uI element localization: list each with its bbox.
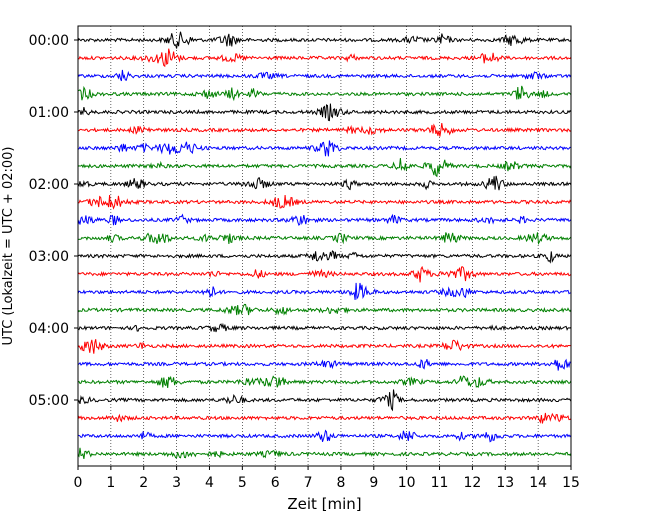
trace-0445	[77, 375, 572, 388]
y-tick-label: 02:00	[29, 177, 69, 193]
trace-0230	[77, 213, 572, 226]
trace-0215	[77, 195, 572, 210]
y-tick-label: 01:00	[29, 105, 69, 121]
trace-0400	[77, 322, 572, 333]
trace-0245	[77, 232, 572, 245]
x-tick-label: 10	[398, 475, 416, 491]
trace-0145	[77, 157, 572, 178]
trace-0130	[77, 140, 572, 157]
x-tick-label: 12	[463, 475, 481, 491]
x-tick-label: 7	[304, 475, 313, 491]
x-tick-label: 4	[205, 475, 214, 491]
y-axis-ticks: 00:00 01:00 02:00 03:00 04:00 05:00	[29, 33, 78, 409]
trace-0345	[77, 303, 572, 316]
x-tick-label: 15	[562, 475, 580, 491]
trace-0545	[77, 447, 572, 459]
trace-0415	[77, 339, 571, 354]
trace-0200	[77, 175, 572, 191]
x-tick-label: 0	[74, 475, 83, 491]
x-tick-label: 6	[271, 475, 280, 491]
y-tick-label: 00:00	[29, 33, 69, 49]
y-tick-label: 05:00	[29, 393, 69, 409]
x-axis-label: Zeit [min]	[287, 495, 361, 513]
x-tick-label: 9	[369, 475, 378, 491]
y-tick-label: 03:00	[29, 249, 69, 265]
plot-frame	[77, 25, 572, 467]
trace-0500	[77, 389, 572, 412]
x-tick-label: 14	[529, 475, 547, 491]
y-tick-label: 04:00	[29, 321, 69, 337]
y-axis-label: UTC (Lokalzeit = UTC + 02:00)	[1, 147, 16, 346]
x-tick-label: 11	[431, 475, 449, 491]
trace-0515	[77, 412, 572, 424]
x-tick-label: 5	[238, 475, 247, 491]
trace-0000	[77, 31, 572, 49]
trace-0330	[77, 282, 571, 300]
trace-0115	[78, 123, 572, 137]
x-tick-label: 8	[336, 475, 345, 491]
x-axis-ticks: 0 1 2 3 4 5 6 7 8 9 10 11 12 13 14 15	[74, 466, 580, 491]
trace-group	[77, 31, 572, 459]
trace-0315	[77, 265, 572, 283]
x-tick-label: 2	[139, 475, 148, 491]
x-tick-label: 13	[496, 475, 514, 491]
trace-0530	[77, 429, 572, 443]
trace-0045	[77, 85, 572, 102]
trace-0030	[77, 69, 572, 82]
trace-0015	[77, 48, 572, 68]
x-tick-label: 3	[172, 475, 181, 491]
trace-0300	[77, 250, 572, 264]
trace-0100	[77, 103, 572, 122]
x-tick-label: 1	[106, 475, 115, 491]
trace-0430	[77, 358, 572, 371]
